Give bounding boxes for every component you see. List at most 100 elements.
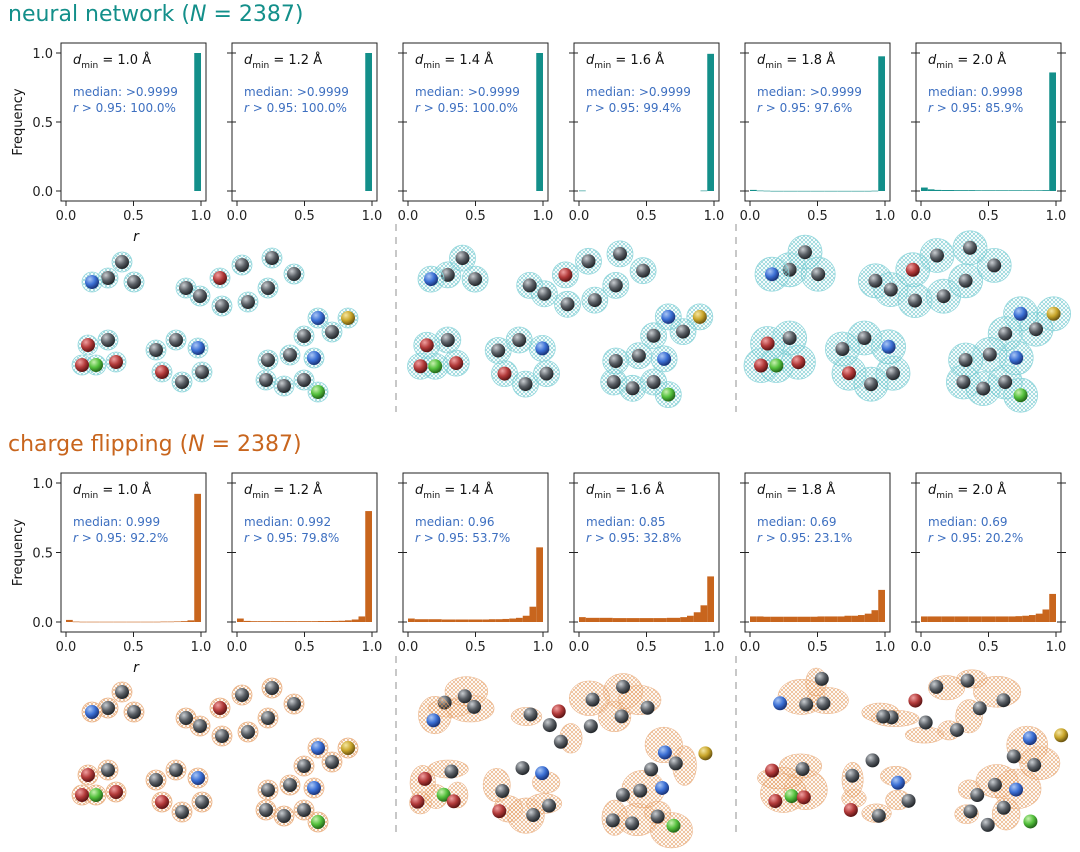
x-tick-label: 0.0 [569, 209, 590, 224]
carbon-atom-icon [195, 795, 209, 809]
dmin-value: = 1.0 Å [98, 52, 151, 68]
nitrogen-atom-icon [191, 771, 205, 785]
histogram-bar [579, 617, 586, 622]
carbon-atom-icon [958, 353, 973, 367]
dmin-value: = 1.0 Å [98, 482, 151, 498]
histogram-bar [995, 616, 1002, 622]
histogram-bar [66, 619, 73, 622]
oxygen-atom-icon [75, 788, 89, 802]
fraction-r: r [415, 101, 421, 115]
histogram-bar [680, 617, 687, 622]
histogram-bar [180, 621, 188, 622]
carbon-atom-icon [633, 783, 648, 798]
dmin-symbol: d [244, 483, 253, 498]
dmin-subscript: min [423, 491, 440, 501]
fraction-rest: > 0.95: 99.4% [591, 101, 681, 115]
x-tick-label: 1.0 [1046, 640, 1067, 655]
histogram-bar [495, 619, 503, 622]
chlorine-atom-icon [89, 788, 103, 802]
section-title-suffix: = 2387) [206, 2, 304, 27]
carbon-atom-icon [918, 715, 933, 730]
oxygen-atom-icon [213, 271, 227, 285]
histogram-bar [324, 621, 332, 622]
chlorine-atom-icon [436, 787, 451, 802]
histogram-bar [763, 616, 771, 622]
chlorine-atom-icon [311, 815, 325, 829]
histogram-bar [639, 618, 647, 622]
chlorine-atom-icon [428, 359, 443, 374]
histogram-bar [318, 621, 325, 622]
panel-median-label: median: >0.9999 [415, 85, 520, 99]
oxygen-atom-icon [754, 358, 768, 373]
carbon-atom-icon [297, 373, 311, 387]
x-tick-label: 0.0 [56, 209, 77, 224]
carbon-atom-icon [277, 809, 291, 823]
carbon-atom-icon [537, 286, 552, 301]
oxygen-atom-icon [109, 785, 123, 799]
panel-median-label: median: 0.992 [244, 515, 331, 529]
molecule-group [757, 667, 1069, 832]
carbon-atom-icon [814, 671, 829, 686]
histogram-bar [975, 616, 982, 622]
section-title-prefix: charge flipping ( [8, 432, 189, 457]
histogram-bar [981, 616, 989, 622]
histogram-bar [338, 620, 345, 622]
x-tick-label: 0.0 [740, 640, 761, 655]
dmin-subscript: min [594, 61, 611, 71]
carbon-atom-icon [259, 373, 273, 387]
panel-dmin-label: dmin = 1.2 Å [244, 52, 322, 71]
oxygen-atom-icon [558, 267, 573, 282]
nitrogen-atom-icon [655, 780, 670, 795]
x-tick-label: 0.5 [465, 209, 486, 224]
histogram-bar [750, 189, 757, 191]
histogram-bar [331, 620, 339, 622]
carbon-atom-icon [179, 711, 193, 725]
histogram-bar [954, 616, 962, 622]
histogram-bar [770, 616, 777, 622]
histogram-bar [1022, 190, 1029, 191]
carbon-atom-icon [996, 800, 1011, 815]
carbon-atom-icon [149, 343, 163, 357]
molecule-group [743, 230, 1071, 413]
histogram-bar [810, 616, 818, 622]
x-axis-label: r [133, 229, 140, 245]
histogram-panel: 0.0 0.5 1.0 dmin = 1.4 Å median: >0.9999 r > … [398, 42, 553, 224]
carbon-atom-icon [799, 697, 814, 712]
histogram-bar [516, 617, 523, 622]
x-tick-label: 0.5 [978, 209, 999, 224]
section-title-suffix: = 2387) [204, 432, 302, 457]
carbon-atom-icon [798, 245, 812, 260]
histogram-bar [126, 621, 134, 623]
histogram-bar [160, 621, 168, 623]
panel-fraction-label: r > 0.95: 99.4% [586, 101, 681, 115]
histogram-bar [482, 619, 489, 622]
x-tick-label: 0.0 [740, 209, 761, 224]
histogram-panel: 0.0 0.5 1.0 dmin = 1.8 Å median: >0.9999 r > … [740, 42, 895, 224]
carbon-atom-icon [175, 805, 189, 819]
oxygen-atom-icon [908, 693, 923, 708]
x-tick-label: 0.5 [978, 640, 999, 655]
sulfur-atom-icon [1054, 728, 1069, 743]
histogram-bar [831, 616, 838, 622]
histogram-bar [948, 616, 955, 622]
dmin-value: = 1.6 Å [611, 52, 664, 68]
histogram-bar [653, 618, 660, 622]
dmin-symbol: d [73, 53, 82, 68]
histogram-bar [1029, 190, 1036, 191]
panel-fraction-label: r > 0.95: 92.2% [73, 531, 168, 545]
carbon-atom-icon [972, 701, 987, 716]
histogram-bar [968, 190, 975, 191]
carbon-atom-icon [127, 275, 141, 289]
oxygen-atom-icon [796, 790, 811, 805]
histogram-bar [1002, 190, 1009, 191]
fraction-rest: > 0.95: 92.2% [78, 531, 168, 545]
oxygen-atom-icon [449, 356, 464, 371]
carbon-atom-icon [169, 333, 183, 347]
carbon-atom-icon [195, 365, 209, 379]
carbon-atom-icon [631, 348, 646, 363]
histogram-bar [934, 616, 942, 622]
histogram-bar [948, 190, 955, 191]
histogram-bar [284, 621, 291, 622]
histogram-bar [522, 615, 530, 622]
histogram-bar [1015, 616, 1023, 622]
